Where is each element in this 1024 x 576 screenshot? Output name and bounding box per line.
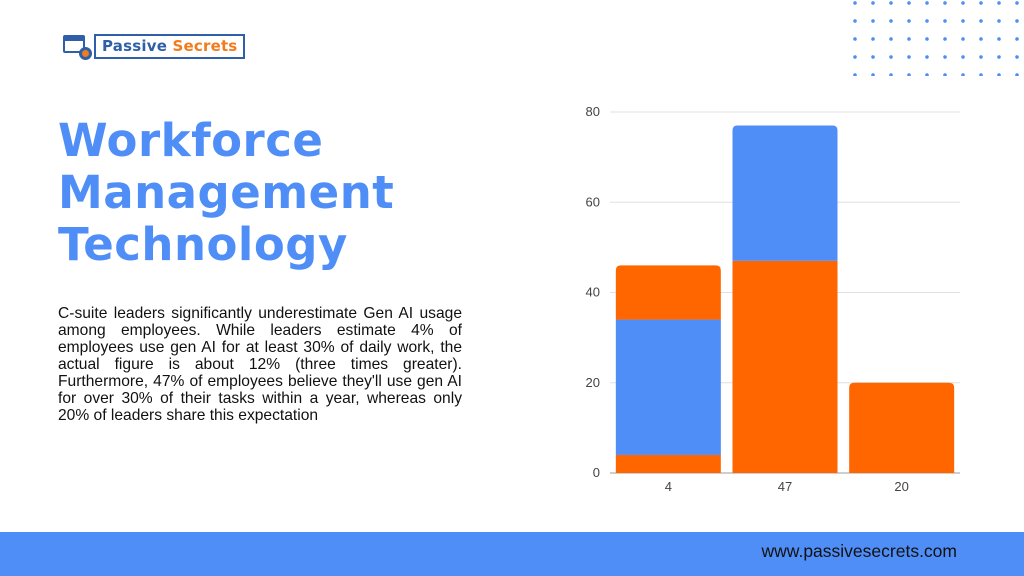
y-tick-label: 80 bbox=[586, 104, 600, 119]
y-tick-label: 40 bbox=[586, 285, 600, 300]
bar-segment bbox=[615, 319, 721, 455]
description-paragraph: C-suite leaders significantly underestim… bbox=[58, 305, 462, 424]
footer-bar: www.passivesecrets.com bbox=[0, 532, 1024, 576]
brand-name-part1: Passive bbox=[102, 36, 168, 55]
title-line-1: Workforce bbox=[58, 114, 324, 167]
title-line-2: Management bbox=[58, 166, 395, 219]
y-tick-label: 60 bbox=[586, 194, 600, 209]
brand-logo: Passive Secrets bbox=[60, 32, 246, 60]
website-url: www.passivesecrets.com bbox=[761, 541, 957, 561]
x-tick-label: 4 bbox=[665, 479, 672, 494]
x-tick-label: 20 bbox=[894, 479, 908, 494]
stacked-bar-chart: 0 20 40 60 80 4 47 20 bbox=[586, 104, 960, 494]
page-title: Workforce Management Technology bbox=[58, 115, 498, 271]
bar-segment bbox=[732, 260, 838, 473]
decorative-dot-grid bbox=[846, 0, 1024, 76]
title-line-3: Technology bbox=[58, 218, 348, 271]
brand-name: Passive Secrets bbox=[94, 33, 246, 59]
bar-segment bbox=[849, 382, 955, 473]
browser-gear-icon bbox=[60, 32, 92, 60]
y-tick-label: 0 bbox=[593, 465, 600, 480]
bar-segment bbox=[615, 265, 721, 320]
x-tick-label: 47 bbox=[778, 479, 792, 494]
y-tick-label: 20 bbox=[586, 375, 600, 390]
brand-name-part2: Secrets bbox=[172, 36, 238, 55]
bar-segment bbox=[732, 125, 838, 261]
bar-segment bbox=[615, 454, 721, 473]
